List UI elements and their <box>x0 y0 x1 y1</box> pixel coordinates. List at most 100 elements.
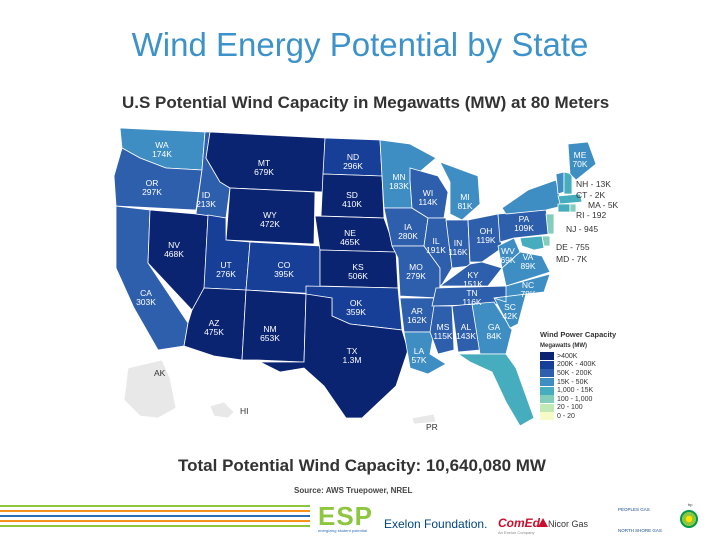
state-value-va: 89K <box>520 261 535 271</box>
esp-logo: ESP <box>318 501 374 531</box>
state-value-nv: 468K <box>164 249 184 259</box>
comed-tagline: An Exelon Company <box>498 530 535 535</box>
state-code-wa: WA <box>155 140 169 150</box>
legend-item: 50K - 200K <box>540 369 632 378</box>
state-code-la: LA <box>414 346 425 356</box>
state-value-tx: 1.3M <box>343 355 362 365</box>
state-value-ok: 359K <box>346 307 366 317</box>
state-code-nd: ND <box>347 152 359 162</box>
state-value-ne: 465K <box>340 237 360 247</box>
state-value-id: 213K <box>196 199 216 209</box>
small-state-label-md: MD - 7K <box>556 254 588 264</box>
state-code-fl: FL <box>485 378 495 388</box>
state-code-ga: GA <box>488 322 501 332</box>
territory-label-ak: AK <box>154 368 166 378</box>
nicor-gas-logo: Nicor Gas <box>548 519 589 529</box>
small-state-label-nj: NJ - 945 <box>566 224 598 234</box>
state-code-ky: KY <box>467 270 479 280</box>
state-code-va: VA <box>523 252 534 262</box>
small-state-label-ri: RI - 192 <box>576 210 607 220</box>
state-KY <box>438 261 503 287</box>
state-code-ne: NE <box>344 228 356 238</box>
exelon-foundation-logo: Exelon Foundation. <box>384 517 488 531</box>
state-value-mi: 81K <box>457 201 472 211</box>
state-code-nc: NC <box>522 280 534 290</box>
legend-swatch <box>540 369 554 378</box>
state-code-ut: UT <box>220 260 231 270</box>
state-code-sc: SC <box>504 302 516 312</box>
state-code-ia: IA <box>404 222 412 232</box>
state-NC <box>493 273 551 303</box>
state-code-co: CO <box>278 260 291 270</box>
state-WV <box>497 237 521 269</box>
state-value-mt: 679K <box>254 167 274 177</box>
comed-logo: ComEd. <box>498 516 544 530</box>
state-code-vt: VT <box>543 150 554 160</box>
state-value-ga: 84K <box>486 331 501 341</box>
state-value-oh: 119K <box>476 235 496 245</box>
peoples-gas-logo: PEOPLES GAS <box>618 507 650 512</box>
state-code-tx: TX <box>347 346 358 356</box>
state-TX <box>259 293 409 419</box>
esp-tagline: energizing student potential <box>318 528 367 533</box>
state-FL <box>456 353 535 427</box>
footer-stripe <box>0 505 310 507</box>
state-RI <box>569 203 577 213</box>
legend-swatch <box>540 378 554 387</box>
state-code-ca: CA <box>140 288 152 298</box>
small-state-label-de: DE - 755 <box>556 242 590 252</box>
state-value-co: 395K <box>274 269 294 279</box>
nicor-flame-icon <box>538 518 548 527</box>
state-value-wa: 174K <box>152 149 172 159</box>
state-value-tn: 116K <box>462 297 482 307</box>
state-NM <box>241 289 307 363</box>
state-code-wy: WY <box>263 210 277 220</box>
legend-label: 15K - 50K <box>557 378 589 386</box>
state-code-pa: PA <box>519 214 530 224</box>
state-value-nm: 653K <box>260 333 280 343</box>
territory-labels: AK HI PR <box>154 368 438 432</box>
state-code-al: AL <box>461 322 472 332</box>
state-NY <box>501 179 563 215</box>
state-value-ms: 115K <box>433 331 453 341</box>
state-labels: WA174KOR297KCA303KNV468KID213KMT679KWY47… <box>136 140 588 397</box>
state-code-id: ID <box>202 190 211 200</box>
legend-swatch <box>540 395 554 404</box>
legend-subtitle: Megawatts (MW) <box>540 343 587 349</box>
state-code-sd: SD <box>346 190 358 200</box>
state-value-ca: 303K <box>136 297 156 307</box>
state-ME <box>567 141 597 181</box>
state-NJ <box>545 213 555 235</box>
legend-label: 50K - 200K <box>557 369 593 377</box>
state-code-mi: MI <box>460 192 469 202</box>
territory-label-pr: PR <box>426 422 438 432</box>
state-value-nc: 78K <box>520 289 535 299</box>
state-value-az: 475K <box>204 327 224 337</box>
state-value-in: 116K <box>448 247 468 257</box>
state-code-nv: NV <box>168 240 180 250</box>
state-code-mo: MO <box>409 262 423 272</box>
state-code-in: IN <box>454 238 463 248</box>
slide-title: Wind Energy Potential by State <box>131 26 589 63</box>
legend-title: Wind Power Capacity <box>540 330 617 339</box>
state-code-tn: TN <box>466 288 477 298</box>
state-AK <box>123 359 177 419</box>
state-code-ms: MS <box>437 322 450 332</box>
state-WY <box>225 187 316 245</box>
legend-label: 200K - 400K <box>557 361 596 369</box>
state-code-ny: NY <box>514 174 526 184</box>
us-wind-capacity-map: WA174KOR297KCA303KNV468KID213KMT679KWY47… <box>113 127 619 432</box>
source-note: Source: AWS Truepower, NREL <box>294 486 413 495</box>
state-value-pa: 109K <box>514 223 534 233</box>
state-code-ar: AR <box>411 306 423 316</box>
state-code-mt: MT <box>258 158 270 168</box>
legend-item: >400K <box>540 352 632 361</box>
state-value-mn: 183K <box>389 181 409 191</box>
state-MD <box>519 235 545 251</box>
legend-items: >400K 200K - 400K 50K - 200K 15K - 50K 1,000… <box>540 352 632 421</box>
territory-label-hi: HI <box>240 406 249 416</box>
footer-stripe <box>0 510 310 512</box>
state-value-me: 70K <box>572 159 587 169</box>
state-value-al: 143K <box>456 331 476 341</box>
